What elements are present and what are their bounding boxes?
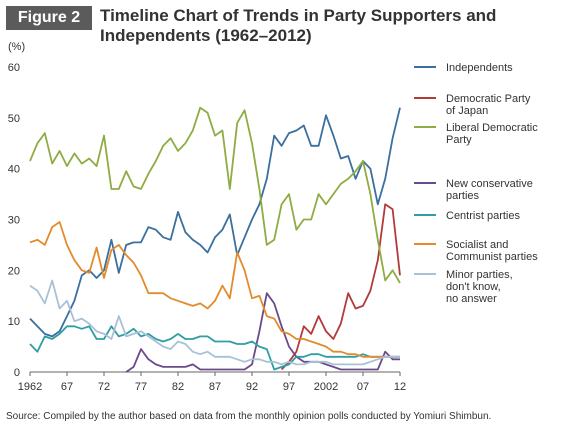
series-line <box>29 107 401 338</box>
y-tick-label: 20 <box>8 265 20 277</box>
legend-entry: don't know, <box>446 281 501 293</box>
legend-entry: Communist parties <box>446 251 538 263</box>
legend-entry: New conservative <box>446 178 533 190</box>
y-tick-label: 10 <box>8 316 20 328</box>
x-tick-label: 82 <box>172 381 184 393</box>
x-tick-label: 12 <box>394 381 406 393</box>
legend-entry: no answer <box>446 293 497 305</box>
series-line <box>280 203 401 371</box>
y-tick-label: 0 <box>14 367 20 379</box>
x-tick-label: 2002 <box>314 381 338 393</box>
legend-entry: Minor parties, <box>446 269 513 281</box>
x-tick-label: 1962 <box>18 381 42 393</box>
y-tick-label: 40 <box>8 164 20 176</box>
x-tick-label: 92 <box>246 381 258 393</box>
x-tick-label: 72 <box>98 381 110 393</box>
series-line <box>29 325 400 371</box>
series-line <box>125 292 400 373</box>
chart-header: Figure 2 Timeline Chart of Trends in Par… <box>6 6 578 50</box>
figure-label: Figure 2 <box>6 6 92 30</box>
series-line <box>29 106 401 284</box>
legend-entry: Democratic Party <box>446 93 531 105</box>
x-tick-label: 87 <box>209 381 221 393</box>
source-note: Source: Compiled by the author based on … <box>6 411 492 422</box>
y-tick-label: 30 <box>8 215 20 227</box>
series-line <box>29 279 400 366</box>
x-tick-label: 77 <box>135 381 147 393</box>
y-tick-label: 50 <box>8 113 20 125</box>
legend-entry: Independents <box>446 62 513 74</box>
legend-entry: Socialist and <box>446 239 508 251</box>
chart-title: Timeline Chart of Trends in Party Suppor… <box>100 6 497 45</box>
legend-entry: of Japan <box>446 105 488 117</box>
legend-entry: parties <box>446 190 480 202</box>
y-axis-label: (%) <box>8 41 25 53</box>
x-tick-label: 97 <box>283 381 295 393</box>
legend-entry: Party <box>446 134 472 146</box>
x-tick-label: 07 <box>357 381 369 393</box>
series-line <box>29 221 400 358</box>
legend-entry: Liberal Democratic <box>446 122 538 134</box>
x-tick-label: 67 <box>61 381 73 393</box>
y-tick-label: 60 <box>8 62 20 74</box>
line-chart: (%) 0 10 20 30 40 50 60 1962 67 72 77 82 87 92 97 2002 07… <box>8 41 538 393</box>
legend-entry: Centrist parties <box>446 210 520 222</box>
